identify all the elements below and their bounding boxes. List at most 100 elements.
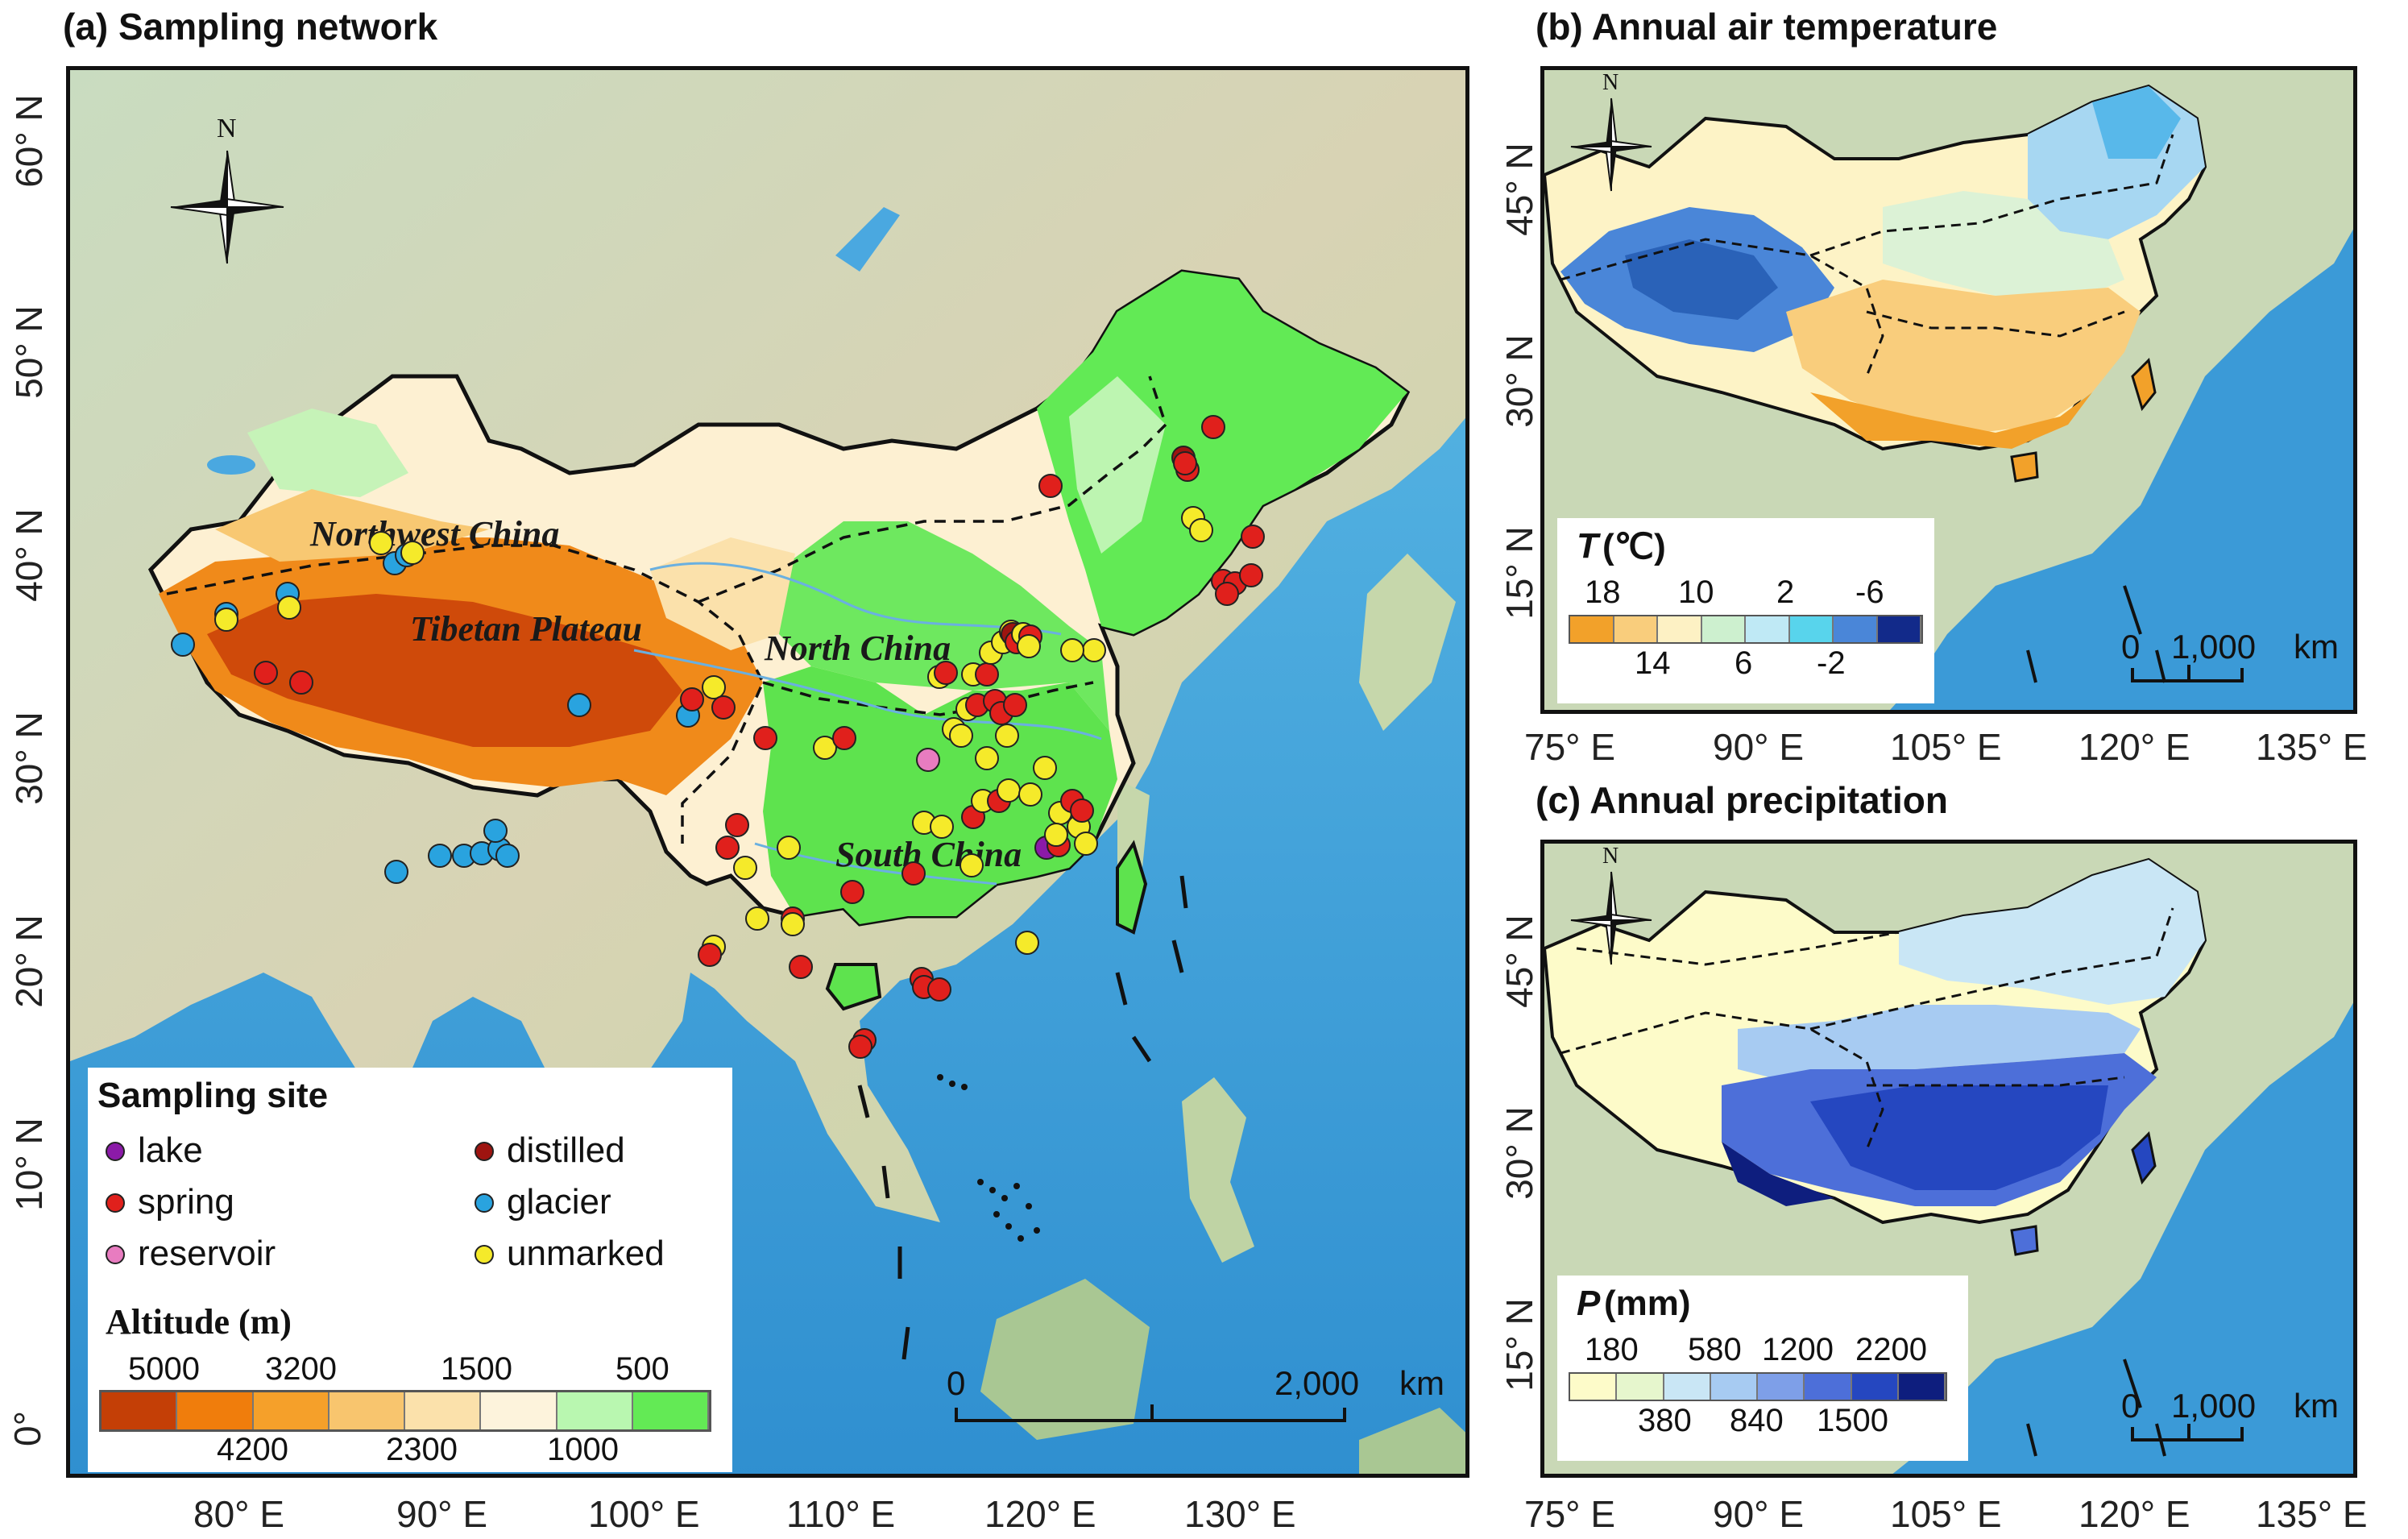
sampling-legend-title: Sampling site [97,1076,329,1115]
lon-tick: 105° E [1890,726,2002,768]
temperature-swatch [1701,616,1746,642]
site-marker-spring [1038,474,1063,499]
north-label: N [1602,70,1619,95]
lat-tick: 15° N [1498,526,1540,620]
site-marker-spring [975,662,1000,687]
legend-label-reservoir: reservoir [138,1234,276,1273]
scale-a-start: 0 [947,1364,966,1402]
precipitation-swatch [1805,1374,1852,1400]
north-label: N [217,114,237,143]
site-marker-spring [253,660,278,685]
altitude-swatch [557,1392,633,1429]
site-marker-unmarked [975,745,1000,770]
site-marker-spring [789,955,814,980]
legend-swatch-distilled [475,1142,494,1161]
site-marker-unmarked [1189,518,1214,543]
temperature-swatch [1614,616,1658,642]
site-marker-unmarked [733,855,758,880]
lat-tick: 30° N [1498,1106,1540,1200]
site-marker-glacier [428,843,453,868]
site-marker-spring [752,725,777,750]
temperature-swatch [1877,616,1921,642]
precipitation-bottom-label: 840 [1730,1403,1784,1438]
temperature-bottom-label: 14 [1635,645,1671,681]
sampling-sites-layer [70,70,1465,1474]
site-marker-unmarked [1014,931,1039,956]
precipitation-unit: (mm) [1604,1284,1691,1323]
region-tibet-label: Tibetan Plateau [410,609,643,649]
precipitation-swatch [1851,1374,1899,1400]
north-arrow-icon: N [1567,70,1656,199]
altitude-swatch [405,1392,482,1429]
precipitation-swatch [1898,1374,1946,1400]
temperature-top-label: 2 [1776,575,1795,610]
site-marker-spring [933,660,958,685]
region-northwest-label: Northwest China [310,514,560,554]
site-marker-spring [289,670,314,695]
temperature-swatch [1746,616,1790,642]
altitude-legend-title: Altitude (m) [106,1302,292,1342]
altitude-swatch [177,1392,254,1429]
precipitation-swatch [1710,1374,1758,1400]
site-marker-unmarked [949,724,974,748]
temperature-swatch [1658,616,1702,642]
altitude-top-label: 3200 [265,1351,337,1387]
scale-bar-a [955,1404,1346,1422]
scale-b-unit: km [2294,628,2339,666]
legend-label-glacier: glacier [507,1182,611,1222]
site-marker-glacier [384,859,409,884]
lon-tick: 130° E [1184,1493,1296,1535]
lat-tick: 15° N [1498,1298,1540,1392]
legend-swatch-glacier [475,1193,494,1213]
site-marker-unmarked [997,778,1022,803]
site-marker-unmarked [1074,831,1099,856]
scale-c-start: 0 [2121,1387,2141,1425]
temperature-bottom-label: -2 [1817,645,1846,681]
site-marker-spring [832,725,857,750]
site-marker-glacier [566,693,591,718]
temperature-swatch [1789,616,1834,642]
site-marker-unmarked [777,835,802,860]
lat-tick: 10° N [7,1118,50,1211]
temperature-top-label: 18 [1585,575,1621,610]
legend-label-spring: spring [138,1182,234,1222]
temperature-top-label: 10 [1678,575,1714,610]
precipitation-symbol: P [1577,1284,1601,1323]
lon-tick: 135° E [2256,1493,2368,1535]
site-marker-spring [1215,581,1240,606]
panel-a-title: (a) Sampling network [63,6,438,48]
altitude-color-bar [99,1390,711,1432]
site-marker-unmarked [745,906,769,931]
scale-c-end: 1,000 [2171,1387,2257,1425]
legend-swatch-reservoir [106,1245,125,1264]
lon-tick: 90° E [396,1493,488,1535]
lon-tick: 100° E [588,1493,700,1535]
north-arrow-icon: N [159,114,296,280]
site-marker-spring [848,1034,872,1059]
lat-tick: 20° N [7,915,50,1008]
legend-label-lake: lake [138,1130,203,1170]
site-marker-spring [1002,693,1027,718]
map-a-legend: Sampling site Altitude (m) 5000 3200 150… [88,1068,732,1472]
site-marker-spring [679,687,704,711]
region-north-label: North China [765,628,951,668]
site-marker-unmarked [400,541,425,566]
site-marker-spring [715,835,740,860]
lon-tick: 120° E [2079,1493,2190,1535]
altitude-swatch [329,1392,405,1429]
scale-a-end: 2,000 [1274,1364,1360,1402]
lat-tick: 60° N [7,94,50,188]
lat-tick: 50° N [7,305,50,399]
lon-tick: 110° E [786,1493,896,1535]
altitude-bottom-label: 2300 [386,1432,458,1467]
temperature-top-label: -6 [1855,575,1884,610]
precipitation-legend: P (mm) 180 580 1200 2200 380 840 1500 [1557,1276,1968,1461]
precipitation-swatch [1664,1374,1711,1400]
lat-tick: 45° N [1498,915,1540,1008]
altitude-top-label: 500 [615,1351,669,1387]
altitude-top-label: 1500 [441,1351,512,1387]
site-marker-spring [927,977,952,1002]
temperature-swatch [1570,616,1614,642]
precipitation-swatch [1570,1374,1618,1400]
precipitation-top-label: 180 [1585,1332,1639,1367]
